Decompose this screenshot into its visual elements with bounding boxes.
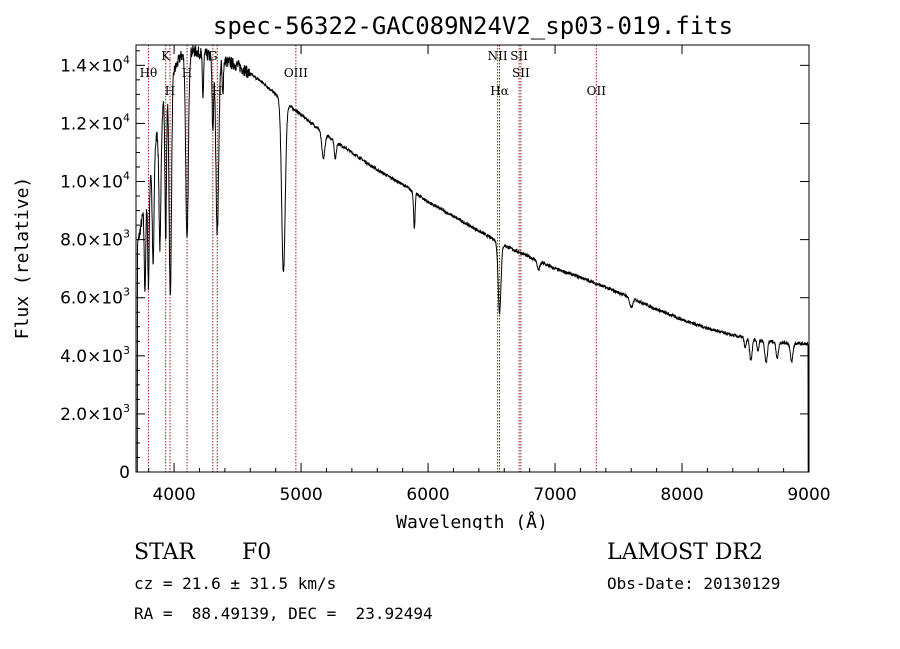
line-label: NII <box>488 49 508 63</box>
line-label: SII <box>510 49 528 63</box>
spectrum-line <box>136 44 809 473</box>
y-tick-label: 8.0×103 <box>60 228 130 251</box>
y-tick-label: 1.4×104 <box>60 53 130 76</box>
x-tick-label: 7000 <box>533 485 576 505</box>
y-tick-label: 4.0×103 <box>60 344 130 367</box>
line-label: G <box>208 49 218 63</box>
y-tick-label: 1.0×104 <box>60 170 130 193</box>
y-tick-label: 1.2×104 <box>60 111 130 134</box>
redshift-readout: cz = 21.6 ± 31.5 km/s <box>134 574 337 593</box>
object-subclass: F0 <box>242 540 272 565</box>
coordinates-readout: RA = 88.49139, DEC = 23.92494 <box>134 604 433 623</box>
object-class: STAR <box>134 540 195 565</box>
y-tick-label: 0 <box>119 463 130 483</box>
line-label: K <box>161 49 171 63</box>
observation-date: Obs-Date: 20130129 <box>607 574 781 593</box>
line-label: OIII <box>284 66 308 80</box>
x-tick-label: 9000 <box>787 485 830 505</box>
line-label: H <box>212 84 222 98</box>
x-axis-label: Wavelength (Å) <box>396 511 548 530</box>
line-label: H <box>182 66 192 80</box>
line-label: SII <box>512 66 530 80</box>
survey-label: LAMOST DR2 <box>607 540 763 565</box>
x-tick-label: 8000 <box>660 485 703 505</box>
y-tick-label: 6.0×103 <box>60 286 130 309</box>
y-axis-label: Flux (relative) <box>12 177 33 340</box>
x-tick-label: 4000 <box>152 485 195 505</box>
line-label: OII <box>587 84 607 98</box>
y-tick-label: 2.0×103 <box>60 402 130 425</box>
spectrum-chart: spec-56322-GAC089N24V2_sp03-019.fits 400… <box>12 12 831 530</box>
line-label: H <box>165 84 175 98</box>
plot-frame <box>135 44 810 473</box>
spectrum-series <box>136 44 809 473</box>
x-tick-label: 5000 <box>279 485 322 505</box>
y-axis-ticks: 0 2.0×103 4.0×103 6.0×103 8.0×103 1.0×104 1.2×… <box>60 50 809 483</box>
x-tick-label: 6000 <box>406 485 449 505</box>
line-label: Hθ <box>140 66 158 80</box>
x-axis-ticks: 4000 5000 6000 7000 8000 9000 <box>148 45 831 505</box>
chart-title: spec-56322-GAC089N24V2_sp03-019.fits <box>213 12 733 40</box>
line-label: Hα <box>490 84 509 98</box>
